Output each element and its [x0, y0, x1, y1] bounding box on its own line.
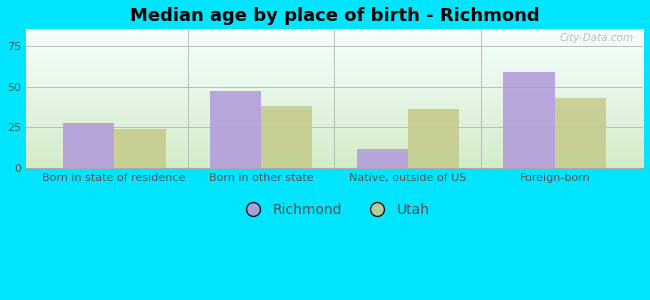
Bar: [357, 149, 408, 168]
Bar: [114, 129, 166, 168]
Bar: [261, 106, 313, 168]
Title: Median age by place of birth - Richmond: Median age by place of birth - Richmond: [130, 7, 540, 25]
Bar: [555, 98, 606, 168]
Bar: [408, 110, 460, 168]
Bar: [62, 122, 114, 168]
Bar: [209, 92, 261, 168]
Bar: [504, 72, 555, 168]
Legend: Richmond, Utah: Richmond, Utah: [234, 197, 435, 223]
Text: City-Data.com: City-Data.com: [560, 34, 634, 44]
